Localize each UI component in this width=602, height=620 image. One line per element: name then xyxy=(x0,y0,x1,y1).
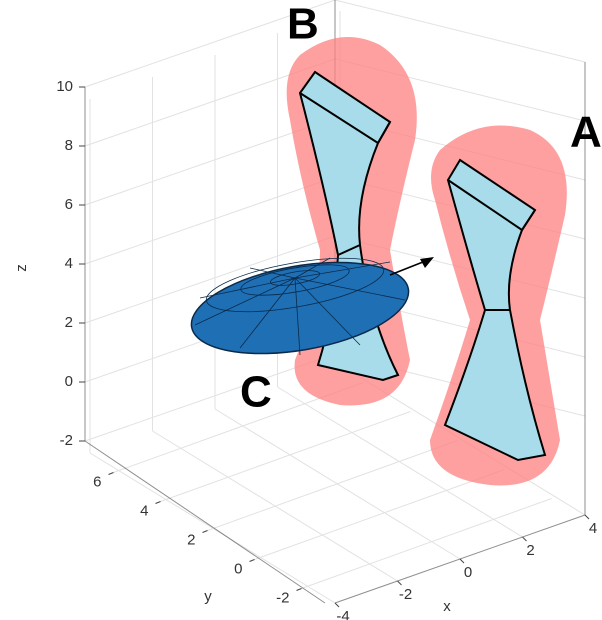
chart: B A C z y x -2 0 2 4 6 8 10 -2 0 2 4 6 -4 -2 0 2 4 xyxy=(0,0,602,620)
y-label: y xyxy=(204,588,212,605)
y-tick xyxy=(203,531,208,533)
y-tick xyxy=(109,473,114,475)
arrow-head xyxy=(420,257,434,268)
y-tick xyxy=(250,560,255,562)
grid-line xyxy=(215,409,460,559)
x-tick xyxy=(398,581,402,585)
grid-line xyxy=(208,441,458,531)
label-a: A xyxy=(570,108,602,157)
grid-line xyxy=(161,412,411,502)
y-tick-label: -2 xyxy=(276,589,289,606)
x-label: x xyxy=(443,598,451,615)
y-tick-label: 6 xyxy=(93,473,101,490)
x-tick-label: 2 xyxy=(526,542,534,559)
x-tick xyxy=(585,515,589,519)
box-edge xyxy=(85,441,325,603)
z-tick-label: 4 xyxy=(65,255,73,272)
z-tick-label: 10 xyxy=(56,78,73,95)
z-label: z xyxy=(13,264,30,272)
y-tick xyxy=(156,502,161,504)
y-tick xyxy=(297,589,302,591)
grid-line xyxy=(153,431,398,581)
x-tick-label: -2 xyxy=(399,586,412,603)
x-tick xyxy=(523,537,527,541)
box-edge xyxy=(335,515,585,603)
x-tick xyxy=(460,559,464,563)
grid-line xyxy=(85,177,335,264)
y-tick-label: 0 xyxy=(234,560,242,577)
grid-line xyxy=(302,499,552,589)
label-c: C xyxy=(240,368,272,417)
x-tick-label: -4 xyxy=(336,608,349,620)
z-tick-label: -2 xyxy=(60,432,73,449)
z-tick-label: 2 xyxy=(65,314,73,331)
x-tick xyxy=(335,603,339,607)
z-tick-label: 6 xyxy=(65,196,73,213)
x-tick-label: 4 xyxy=(589,520,597,537)
z-tick-label: 8 xyxy=(65,137,73,154)
label-b: B xyxy=(287,0,319,49)
grid-line xyxy=(90,453,335,603)
z-tick-label: 0 xyxy=(65,373,73,390)
x-tick-label: 0 xyxy=(464,564,472,581)
y-tick-label: 4 xyxy=(140,502,148,519)
grid-line xyxy=(255,470,505,560)
y-tick-label: 2 xyxy=(187,531,195,548)
